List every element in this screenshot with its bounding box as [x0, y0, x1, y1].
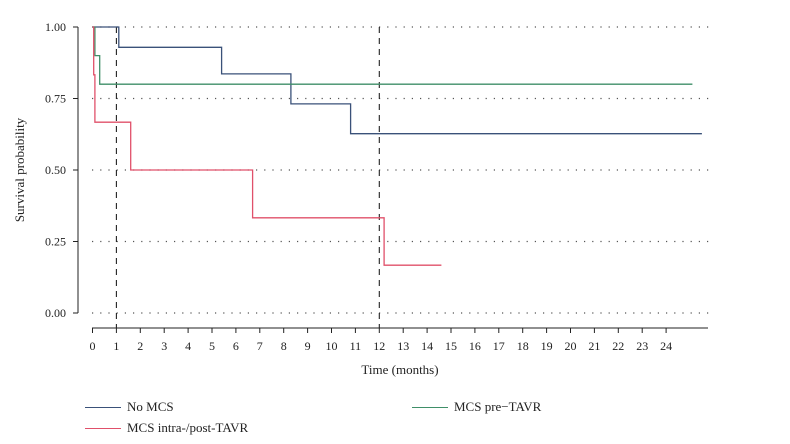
y-tick-label-1: 0.25 [45, 235, 66, 249]
x-tick-label-17: 17 [493, 339, 505, 353]
x-tick-label-15: 15 [445, 339, 457, 353]
x-tick-label-2: 2 [137, 339, 143, 353]
x-tick-label-24: 24 [660, 339, 672, 353]
x-tick-label-19: 19 [541, 339, 553, 353]
legend-item-no-mcs: No MCS [85, 399, 174, 415]
legend-label-mcs-intra-post-tavr: MCS intra-/post-TAVR [127, 420, 249, 435]
survival-curves [92, 26, 702, 266]
legend-swatch-no-mcs [85, 406, 121, 408]
x-tick-label-12: 12 [373, 339, 385, 353]
x-tick-label-5: 5 [209, 339, 215, 353]
y-tick-label-2: 0.50 [45, 163, 66, 177]
x-tick-label-6: 6 [233, 339, 239, 353]
x-tick-label-1: 1 [113, 339, 119, 353]
x-tick-label-18: 18 [517, 339, 529, 353]
legend-item-mcs-pre-tavr: MCS pre−TAVR [412, 399, 541, 415]
legend-item-mcs-intra-post-tavr: MCS intra-/post-TAVR [85, 420, 248, 436]
axes [77, 27, 708, 329]
x-tick-label-0: 0 [90, 339, 96, 353]
x-tick-label-9: 9 [305, 339, 311, 353]
y-axis-title: Survival probability [12, 117, 27, 222]
x-tick-label-23: 23 [636, 339, 648, 353]
x-axis-title: Time (months) [361, 362, 438, 377]
y-tick-label-0: 0.00 [45, 306, 66, 320]
x-tick-label-8: 8 [281, 339, 287, 353]
x-tick-label-11: 11 [350, 339, 362, 353]
x-tick-label-10: 10 [326, 339, 338, 353]
x-tick-label-7: 7 [257, 339, 263, 353]
x-tick-label-13: 13 [397, 339, 409, 353]
tick-marks-and-labels: 0.000.250.500.751.000 1 2 3 4 5 6 7 8 9 10 11 12 13 14… [45, 20, 672, 353]
legend-label-no-mcs: No MCS [127, 399, 174, 414]
x-tick-label-16: 16 [469, 339, 481, 353]
legend-swatch-mcs-intra-post-tavr [85, 427, 121, 429]
x-tick-label-4: 4 [185, 339, 191, 353]
series-line-no-mcs [92, 26, 702, 135]
x-tick-label-21: 21 [588, 339, 600, 353]
series-line-mcs-pre-tavr [92, 26, 693, 85]
grid-lines [92, 26, 712, 314]
x-tick-label-20: 20 [565, 339, 577, 353]
x-tick-label-22: 22 [612, 339, 624, 353]
reference-lines [115, 27, 380, 328]
y-tick-label-3: 0.75 [45, 92, 66, 106]
series-line-mcs-intra-post-tavr [92, 26, 442, 266]
y-tick-label-4: 1.00 [45, 20, 66, 34]
legend-swatch-mcs-pre-tavr [412, 406, 448, 408]
legend-label-mcs-pre-tavr: MCS pre−TAVR [454, 399, 542, 414]
x-tick-label-14: 14 [421, 339, 433, 353]
x-tick-label-3: 3 [161, 339, 167, 353]
